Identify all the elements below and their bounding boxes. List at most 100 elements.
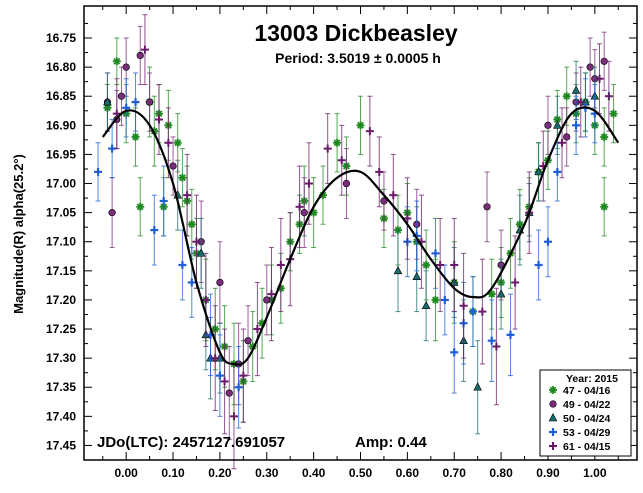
- data-point: [220, 377, 229, 386]
- data-point: [159, 196, 168, 205]
- data-point: [234, 383, 243, 392]
- data-point: [393, 265, 403, 275]
- data-point: [196, 248, 206, 257]
- legend-entry: 61 - 04/15: [563, 441, 610, 453]
- y-tick-label: 17.30: [46, 351, 76, 365]
- data-point: [146, 98, 154, 106]
- y-tick-label: 17.25: [46, 322, 76, 336]
- legend-entry: 50 - 04/24: [563, 413, 610, 425]
- x-tick-label: 0.70: [443, 466, 467, 480]
- data-point: [239, 371, 248, 380]
- data-point: [487, 336, 496, 345]
- data-point: [342, 179, 351, 188]
- y-tick-label: 16.75: [46, 31, 76, 45]
- data-point: [229, 412, 238, 421]
- data-point: [553, 167, 562, 176]
- legend-entry: 47 - 04/16: [563, 385, 610, 397]
- data-point: [178, 261, 187, 270]
- data-point: [263, 296, 271, 304]
- x-tick-label: 0.20: [208, 466, 232, 480]
- data-point: [576, 98, 585, 107]
- data-point: [600, 202, 609, 211]
- data-point: [173, 138, 182, 147]
- y-tick-label: 16.85: [46, 89, 76, 103]
- data-point: [183, 191, 192, 200]
- data-point: [492, 342, 501, 351]
- data-point: [140, 45, 149, 54]
- data-point: [506, 330, 515, 339]
- data-point: [473, 382, 482, 391]
- legend-marker: [549, 400, 557, 408]
- data-point: [543, 237, 552, 246]
- data-point: [380, 197, 388, 205]
- legend-marker: [549, 428, 557, 436]
- data-point: [483, 203, 491, 211]
- data-point: [337, 156, 346, 165]
- data-point: [295, 202, 304, 211]
- data-point: [487, 290, 496, 299]
- data-point: [436, 261, 445, 270]
- data-point: [244, 337, 252, 345]
- data-point: [169, 162, 177, 170]
- x-tick-label: 0.90: [536, 466, 560, 480]
- data-point: [572, 121, 581, 130]
- legend-marker: [549, 442, 557, 450]
- y-tick-label: 17.00: [46, 177, 76, 191]
- data-point: [571, 85, 581, 94]
- data-point: [276, 261, 285, 270]
- y-tick-label: 17.40: [46, 409, 76, 423]
- chart-subtitle: Period: 3.5019 ± 0.0005 h: [275, 50, 441, 66]
- data-point: [192, 237, 201, 246]
- x-tick-label: 0.40: [302, 466, 326, 480]
- data-point: [534, 261, 543, 270]
- data-point: [201, 295, 210, 304]
- data-point: [604, 92, 613, 101]
- fit-curve: [101, 106, 620, 366]
- data-point: [211, 354, 220, 363]
- data-point: [154, 115, 163, 124]
- y-tick-label: 16.80: [46, 60, 76, 74]
- y-tick-label: 17.35: [46, 380, 76, 394]
- y-tick-label: 17.15: [46, 264, 76, 278]
- data-point: [440, 295, 449, 304]
- y-axis-label: Magnitude(R) alpha(25.2°): [11, 154, 26, 314]
- y-tick-label: 17.10: [46, 235, 76, 249]
- data-point: [553, 120, 562, 129]
- x-tick-label: 0.50: [349, 466, 373, 480]
- data-point: [300, 209, 308, 217]
- data-point: [94, 167, 103, 176]
- data-point: [375, 167, 384, 176]
- y-tick-label: 17.20: [46, 293, 76, 307]
- x-tick-label: 0.80: [489, 466, 513, 480]
- data-point: [187, 220, 196, 229]
- data-point: [412, 271, 422, 280]
- data-point: [216, 278, 224, 287]
- data-point: [389, 191, 398, 200]
- legend-items: 47 - 04/16 49 - 04/22 50 - 04/24 53 - 04/29…: [548, 385, 610, 453]
- data-point: [534, 166, 543, 176]
- data-point: [544, 121, 552, 129]
- data-point: [267, 290, 276, 299]
- data-point: [558, 138, 567, 147]
- data-point: [103, 97, 112, 106]
- data-point: [468, 307, 477, 316]
- data-point: [403, 214, 412, 223]
- data-point: [112, 109, 121, 118]
- series-5: [112, 14, 613, 470]
- data-point: [333, 138, 342, 147]
- data-point: [112, 57, 121, 66]
- data-point: [122, 63, 130, 71]
- chart-title: 13003 Dickbeasley: [254, 20, 458, 46]
- data-point: [600, 132, 609, 141]
- data-point: [108, 209, 116, 217]
- data-point: [609, 109, 618, 118]
- data-point: [563, 133, 571, 141]
- data-point: [365, 127, 374, 136]
- x-tick-label: 1.00: [583, 466, 607, 480]
- x-tick-label: 0.60: [396, 466, 420, 480]
- data-point: [187, 278, 196, 287]
- legend-marker: [549, 386, 557, 394]
- x-tick-label: 0.30: [255, 466, 279, 480]
- data-point: [431, 295, 440, 304]
